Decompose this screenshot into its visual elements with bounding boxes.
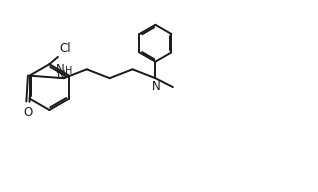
Text: N: N <box>57 69 66 82</box>
Text: N: N <box>152 80 160 93</box>
Text: O: O <box>23 106 32 119</box>
Text: N: N <box>55 63 64 76</box>
Text: Cl: Cl <box>59 42 71 55</box>
Text: H: H <box>65 66 73 76</box>
